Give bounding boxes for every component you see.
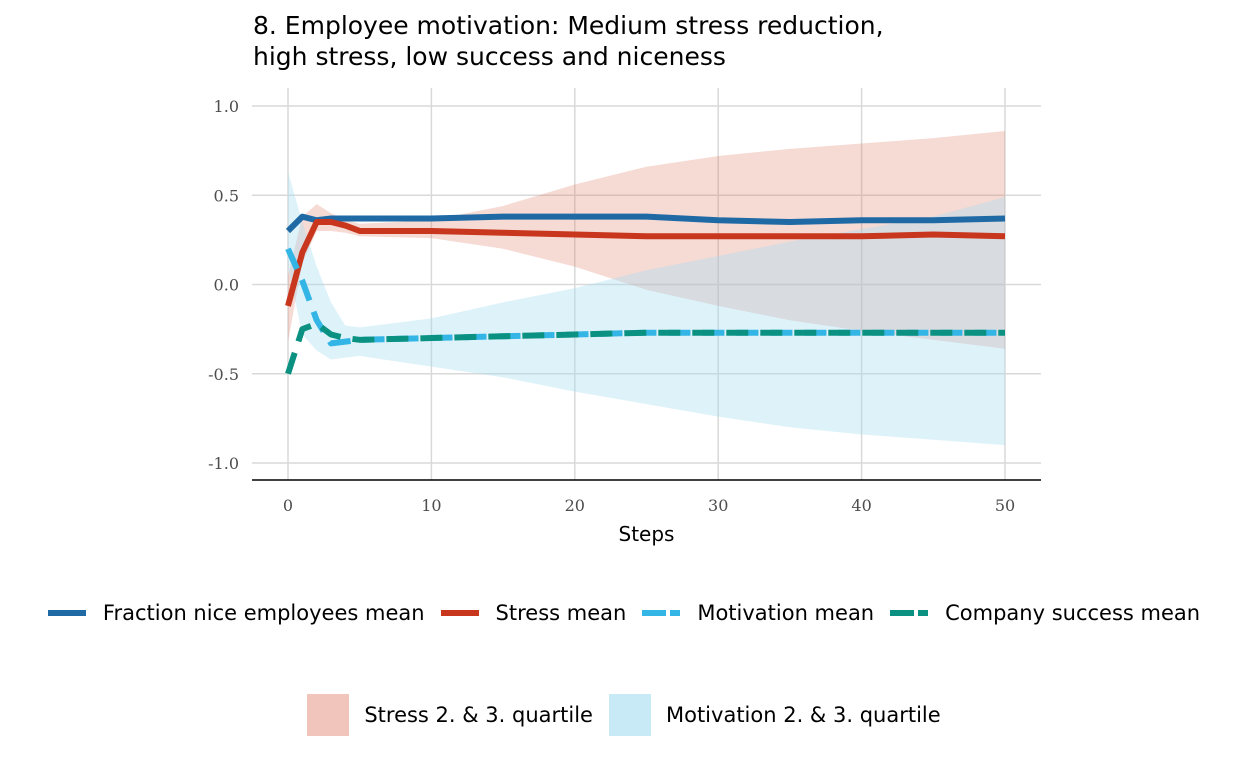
stress-mean-line xyxy=(285,219,1006,307)
y-tick-label: 0.5 xyxy=(214,186,239,205)
y-tick-label: 0.0 xyxy=(214,276,239,295)
legend-item-fraction-nice: Fraction nice employees mean xyxy=(47,601,425,625)
legend-key-company-success xyxy=(890,610,929,616)
legend-item-motivation-quartile: Motivation 2. & 3. quartile xyxy=(608,694,941,736)
motivation-quartile-band xyxy=(288,172,1005,446)
stress-quartile-band xyxy=(288,130,1005,349)
x-tick-label: 0 xyxy=(283,496,293,515)
x-tick-label: 20 xyxy=(565,496,585,515)
legend-lines: Fraction nice employees mean Stress mean… xyxy=(0,598,1248,628)
band-layer xyxy=(288,130,1005,446)
legend-label-motivation: Motivation mean xyxy=(697,601,875,625)
chart-title: 8. Employee motivation: Medium stress re… xyxy=(253,11,884,71)
legend-key-stress xyxy=(440,610,479,616)
legend-label-company-success: Company success mean xyxy=(945,601,1201,625)
legend-key-stress-quartile xyxy=(307,694,350,736)
legend-label-stress-quartile: Stress 2. & 3. quartile xyxy=(364,703,593,727)
legend-item-motivation: Motivation mean xyxy=(642,601,874,625)
legend-item-company-success: Company success mean xyxy=(890,601,1200,625)
company-success-line xyxy=(285,320,1005,375)
x-tick-label: 40 xyxy=(851,496,871,515)
legend-item-stress-quartile: Stress 2. & 3. quartile xyxy=(307,694,593,736)
grid-layer xyxy=(252,88,1041,480)
legend-label-fraction-nice: Fraction nice employees mean xyxy=(102,601,425,625)
x-axis-label: Steps xyxy=(619,522,675,546)
legend-label-stress: Stress mean xyxy=(495,601,627,625)
y-tick-label: -1.0 xyxy=(208,454,239,473)
x-tick-label: 50 xyxy=(995,496,1015,515)
legend-key-motivation xyxy=(642,610,681,616)
x-tick-label: 30 xyxy=(708,496,728,515)
axis-layer: 0 10 20 30 40 50 1.0 0.5 0.0 -0.5 -1.0 xyxy=(208,97,1041,515)
legend-key-fraction-nice xyxy=(47,610,86,616)
series-layer xyxy=(285,213,1006,375)
legend-key-motivation-quartile xyxy=(608,694,651,736)
y-tick-label: 1.0 xyxy=(214,97,239,116)
legend-label-motivation-quartile: Motivation 2. & 3. quartile xyxy=(665,703,941,727)
y-tick-label: -0.5 xyxy=(208,365,239,384)
x-tick-label: 10 xyxy=(421,496,441,515)
legend-item-stress: Stress mean xyxy=(440,601,627,625)
legend-bands: Stress 2. & 3. quartile Motivation 2. & … xyxy=(0,694,1248,736)
line-chart: 0 10 20 30 40 50 1.0 0.5 0.0 -0.5 -1.0 Steps xyxy=(208,88,1041,546)
